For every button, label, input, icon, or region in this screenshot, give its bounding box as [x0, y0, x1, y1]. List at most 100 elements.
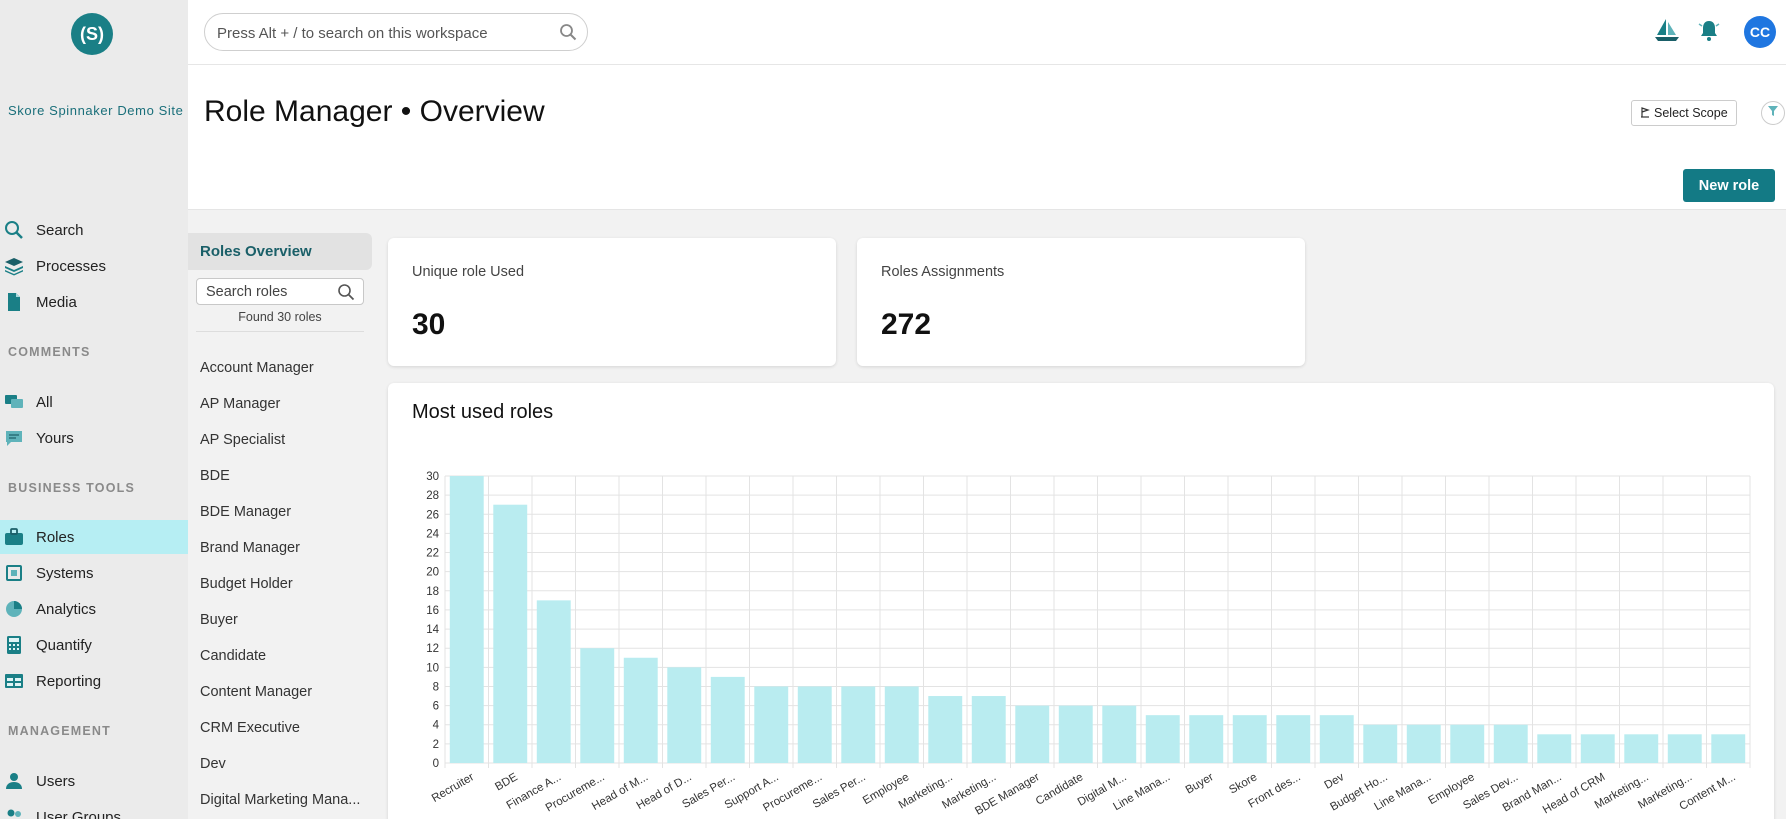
chart-bar — [1406, 724, 1441, 763]
y-tick-label: 28 — [426, 490, 439, 502]
list-item[interactable]: Dev — [200, 756, 226, 772]
business-tools-heading: BUSINESS TOOLS — [8, 481, 136, 495]
sidebar-item-processes[interactable]: Processes — [0, 249, 188, 283]
chart-bar — [1667, 734, 1702, 763]
sidebar-item-label: Media — [36, 293, 77, 311]
list-item[interactable]: Content Manager — [200, 684, 313, 700]
search-icon[interactable] — [337, 283, 355, 306]
sidebar-item-users[interactable]: Users — [0, 764, 188, 798]
comments-icon — [4, 392, 24, 412]
chart-bar — [884, 686, 919, 763]
list-item[interactable]: Candidate — [200, 648, 267, 664]
sidebar-item-quantify[interactable]: Quantify — [0, 628, 188, 662]
roles-search-input[interactable] — [206, 283, 336, 301]
sidebar-item-label: Search — [36, 221, 84, 239]
sidebar-item-your-comments[interactable]: Yours — [0, 421, 188, 455]
list-item[interactable]: AP Manager — [200, 396, 281, 412]
sailboat-icon[interactable] — [1654, 18, 1680, 47]
chip-icon — [4, 563, 24, 583]
x-tick-label: Recruiter — [430, 771, 477, 805]
chart-bar — [710, 676, 745, 763]
y-tick-label: 8 — [433, 681, 439, 693]
chart-bar — [1319, 715, 1354, 763]
chart-bar — [493, 504, 528, 763]
chart-bar — [449, 476, 484, 763]
list-item[interactable]: CRM Executive — [200, 720, 300, 736]
y-tick-label: 16 — [426, 605, 439, 617]
chart-bar — [1102, 705, 1137, 763]
chart-bar — [1232, 715, 1267, 763]
list-item[interactable]: BDE — [200, 468, 230, 484]
list-item[interactable]: BDE Manager — [200, 504, 292, 520]
logo[interactable]: (S) — [71, 13, 113, 55]
sidebar-item-label: Processes — [36, 257, 107, 275]
sidebar-item-systems[interactable]: Systems — [0, 556, 188, 590]
chart-bar — [1450, 724, 1485, 763]
chart-bar — [667, 667, 702, 763]
chart-bar — [536, 600, 571, 763]
bell-icon[interactable] — [1697, 18, 1721, 47]
sidebar-item-label: Analytics — [36, 600, 97, 618]
sidebar-item-roles[interactable]: Roles — [0, 520, 188, 554]
sidebar-item-all-comments[interactable]: All — [0, 385, 188, 419]
list-item[interactable]: Buyer — [200, 612, 238, 628]
x-tick-label: Skore — [1227, 771, 1259, 796]
select-scope-button[interactable]: Select Scope — [1631, 100, 1737, 126]
card-value: 272 — [881, 308, 932, 341]
filter-button[interactable] — [1761, 101, 1785, 125]
y-tick-label: 30 — [426, 471, 439, 483]
card-value: 30 — [412, 308, 446, 341]
sidebar-item-label: Quantify — [36, 636, 92, 654]
roles-found-count: Found 30 roles — [238, 310, 322, 324]
chart-bar — [1711, 734, 1746, 763]
list-item[interactable]: Account Manager — [200, 360, 314, 376]
chart-bar — [1058, 705, 1093, 763]
y-tick-label: 10 — [426, 662, 439, 674]
chart-bar — [1537, 734, 1572, 763]
y-tick-label: 22 — [426, 548, 439, 560]
sidebar-item-user-groups[interactable]: User Groups — [0, 800, 188, 819]
sidebar-item-search[interactable]: Search — [0, 213, 188, 247]
roles-search[interactable] — [196, 278, 364, 305]
sidebar-item-analytics[interactable]: Analytics — [0, 592, 188, 626]
list-item[interactable]: Budget Holder — [200, 576, 293, 592]
list-item[interactable]: AP Specialist — [200, 432, 286, 448]
chart-bar — [797, 686, 832, 763]
roles-list: Account Manager AP Manager AP Specialist… — [188, 359, 372, 819]
table-icon — [4, 671, 24, 691]
list-item[interactable]: Digital Marketing Mana... — [200, 792, 361, 808]
sidebar-item-reporting[interactable]: Reporting — [0, 664, 188, 698]
list-item[interactable]: Brand Manager — [200, 540, 300, 556]
y-tick-label: 26 — [426, 509, 439, 521]
chart-bar — [1624, 734, 1659, 763]
workspace-search[interactable] — [204, 13, 588, 51]
y-tick-label: 4 — [433, 720, 440, 732]
layers-icon — [4, 256, 24, 276]
y-tick-label: 6 — [433, 701, 439, 713]
new-role-button[interactable]: New role — [1683, 169, 1775, 202]
search-icon[interactable] — [559, 23, 577, 46]
user-icon — [4, 771, 24, 791]
search-icon — [4, 220, 24, 240]
avatar[interactable]: CC — [1744, 16, 1776, 48]
card-label: Roles Assignments — [881, 264, 1005, 280]
workspace-search-input[interactable] — [217, 22, 547, 44]
chart-bar — [1580, 734, 1615, 763]
tab-roles-overview[interactable]: Roles Overview — [188, 233, 372, 270]
comment-icon — [4, 428, 24, 448]
y-tick-label: 20 — [426, 567, 439, 579]
x-tick-label: BDE — [493, 771, 520, 793]
sidebar-item-media[interactable]: Media — [0, 285, 188, 319]
site-name[interactable]: Skore Spinnaker Demo Site — [8, 103, 184, 118]
select-scope-label: Select Scope — [1654, 106, 1728, 120]
calculator-icon — [4, 635, 24, 655]
header: CC Role Manager • Overview Select Scope … — [188, 0, 1786, 210]
divider — [196, 331, 364, 332]
y-tick-label: 12 — [426, 643, 439, 655]
sidebar-item-label: Yours — [36, 429, 74, 447]
chart-bar — [580, 648, 615, 763]
scope-icon — [1640, 106, 1650, 121]
most-used-roles-card: 0 2 4 6 8 10 12 14 16 18 20 22 24 26 28 30 Recruiter BDE F… — [388, 383, 1774, 819]
chart-bar — [841, 686, 876, 763]
y-tick-label: 18 — [426, 586, 439, 598]
